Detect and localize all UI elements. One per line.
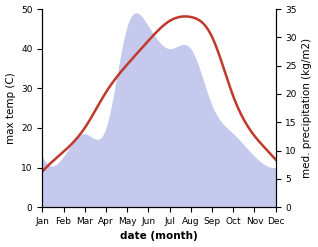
Y-axis label: max temp (C): max temp (C) [5, 72, 16, 144]
X-axis label: date (month): date (month) [120, 231, 198, 242]
Y-axis label: med. precipitation (kg/m2): med. precipitation (kg/m2) [302, 38, 313, 178]
